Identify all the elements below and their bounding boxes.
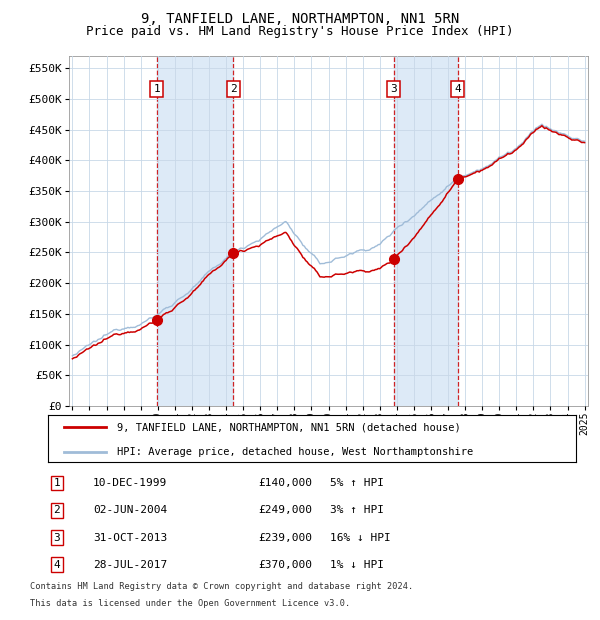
Text: This data is licensed under the Open Government Licence v3.0.: This data is licensed under the Open Gov… xyxy=(30,599,350,608)
Text: Price paid vs. HM Land Registry's House Price Index (HPI): Price paid vs. HM Land Registry's House … xyxy=(86,25,514,38)
Text: 4: 4 xyxy=(455,84,461,94)
Text: 5% ↑ HPI: 5% ↑ HPI xyxy=(330,478,384,488)
Text: 31-OCT-2013: 31-OCT-2013 xyxy=(93,533,167,542)
Text: Contains HM Land Registry data © Crown copyright and database right 2024.: Contains HM Land Registry data © Crown c… xyxy=(30,582,413,591)
Text: £249,000: £249,000 xyxy=(258,505,312,515)
Text: 3: 3 xyxy=(53,533,61,542)
Text: £239,000: £239,000 xyxy=(258,533,312,542)
Text: 2: 2 xyxy=(230,84,236,94)
Text: 9, TANFIELD LANE, NORTHAMPTON, NN1 5RN (detached house): 9, TANFIELD LANE, NORTHAMPTON, NN1 5RN (… xyxy=(116,422,460,432)
Text: 2: 2 xyxy=(53,505,61,515)
Text: 10-DEC-1999: 10-DEC-1999 xyxy=(93,478,167,488)
Text: 1: 1 xyxy=(53,478,61,488)
Bar xyxy=(394,56,458,406)
Text: 02-JUN-2004: 02-JUN-2004 xyxy=(93,505,167,515)
Text: £370,000: £370,000 xyxy=(258,560,312,570)
Text: 1: 1 xyxy=(154,84,160,94)
Text: 28-JUL-2017: 28-JUL-2017 xyxy=(93,560,167,570)
Text: HPI: Average price, detached house, West Northamptonshire: HPI: Average price, detached house, West… xyxy=(116,446,473,457)
Text: 3: 3 xyxy=(391,84,397,94)
Bar xyxy=(157,56,233,406)
Text: £140,000: £140,000 xyxy=(258,478,312,488)
Text: 3% ↑ HPI: 3% ↑ HPI xyxy=(330,505,384,515)
Text: 9, TANFIELD LANE, NORTHAMPTON, NN1 5RN: 9, TANFIELD LANE, NORTHAMPTON, NN1 5RN xyxy=(141,12,459,27)
Text: 1% ↓ HPI: 1% ↓ HPI xyxy=(330,560,384,570)
Text: 16% ↓ HPI: 16% ↓ HPI xyxy=(330,533,391,542)
Text: 4: 4 xyxy=(53,560,61,570)
